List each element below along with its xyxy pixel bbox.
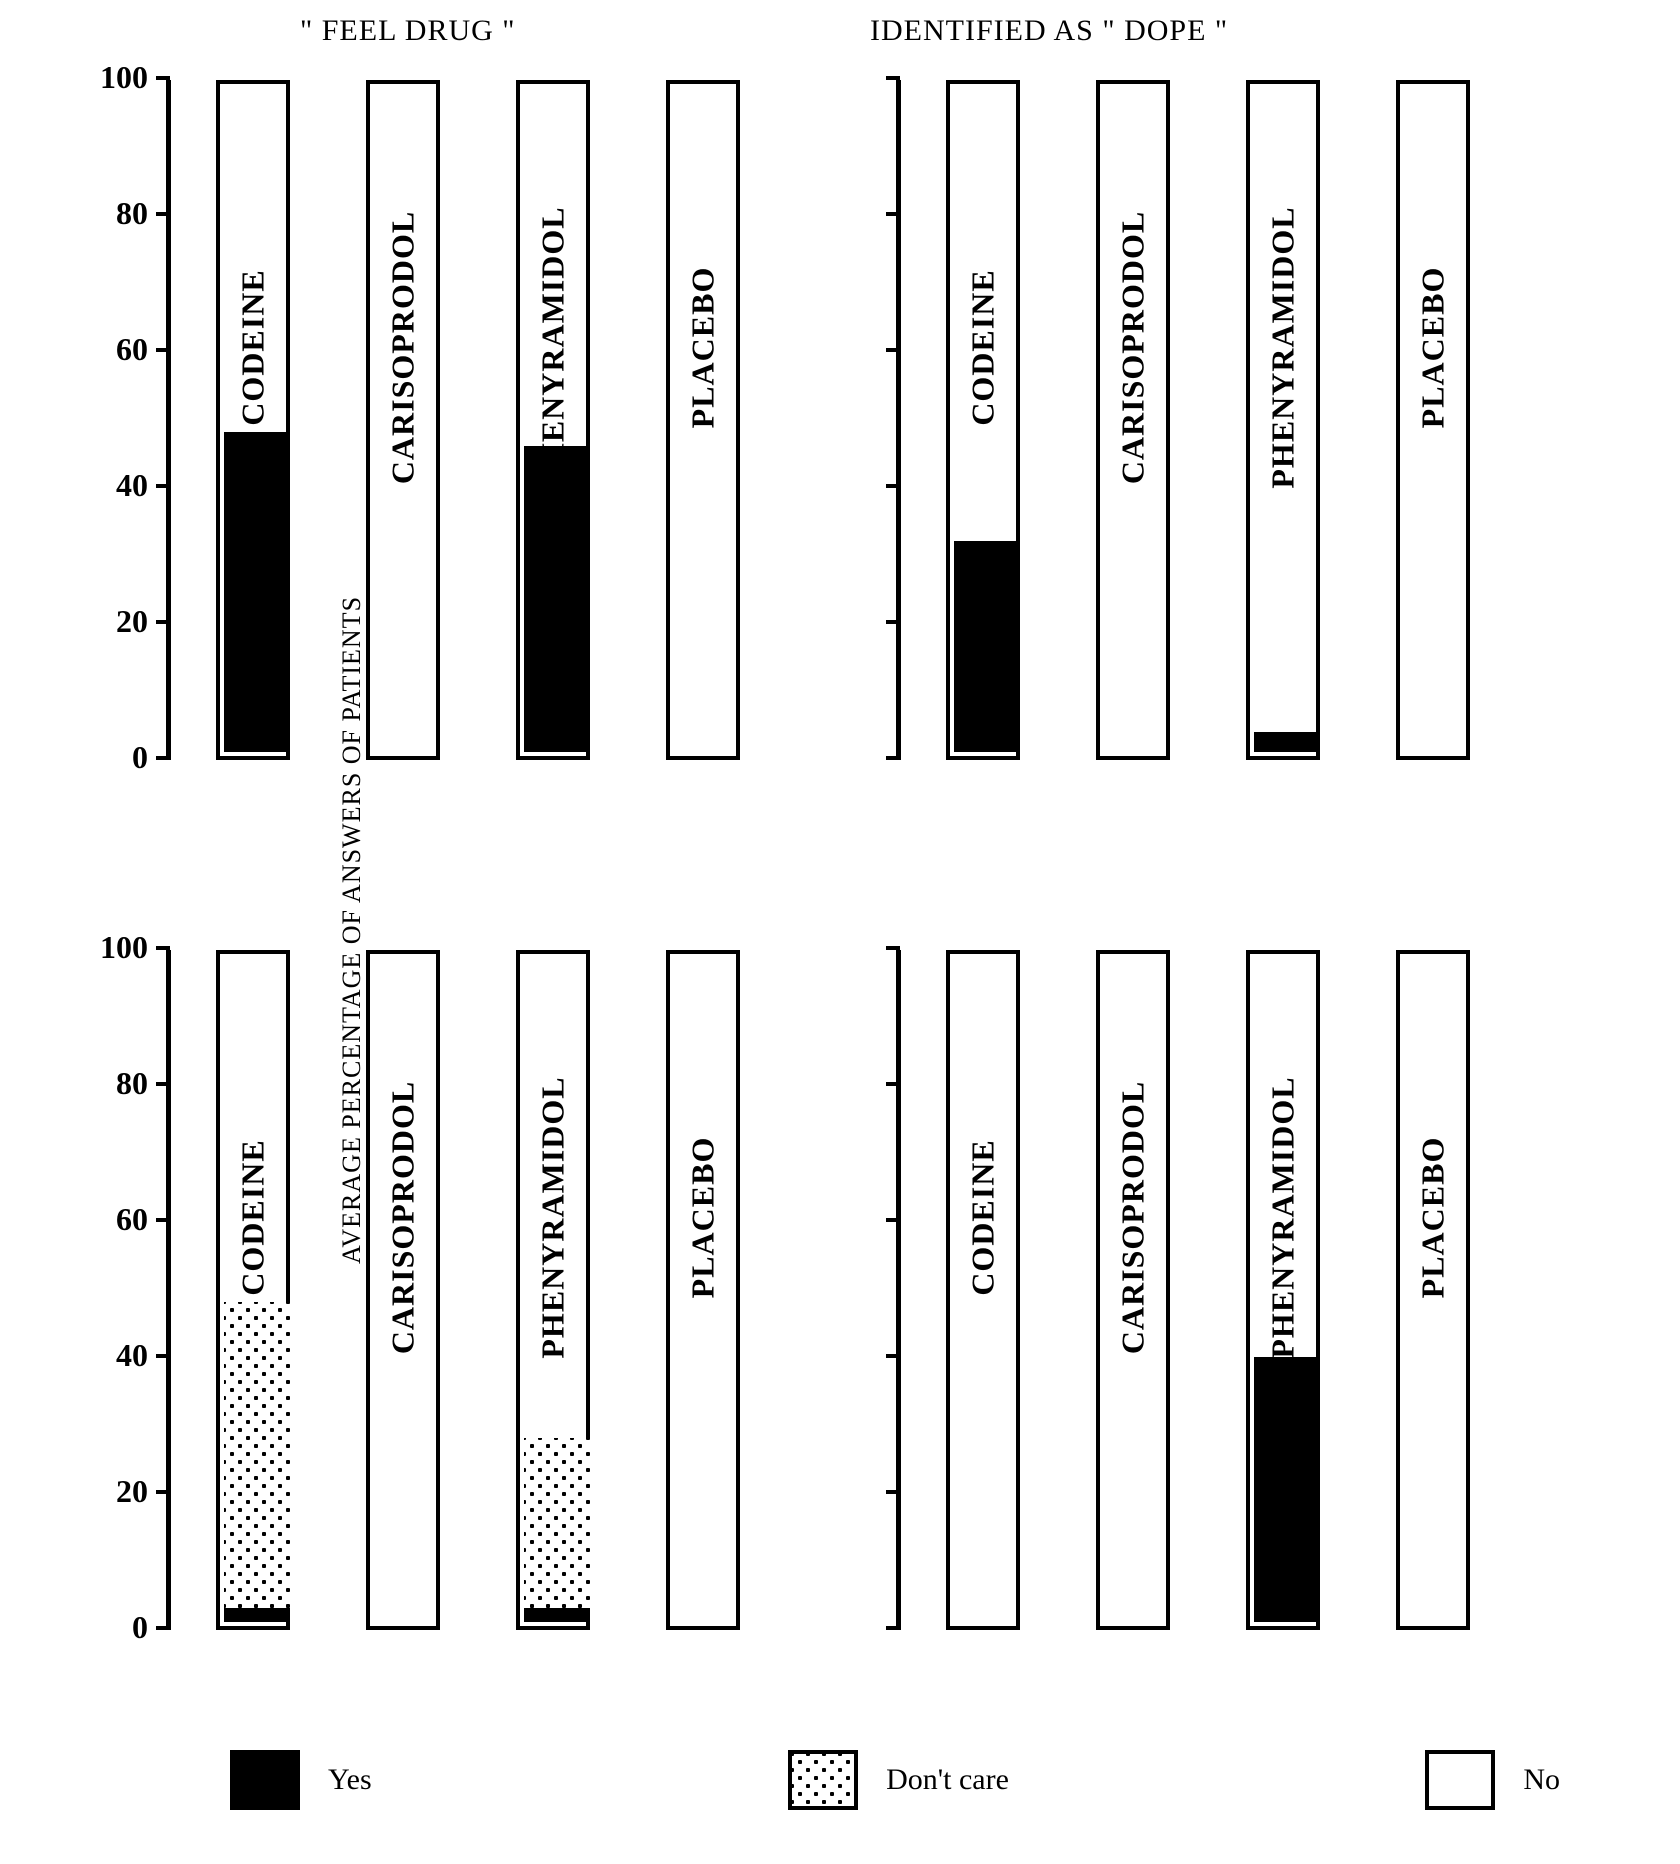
y-tick-label: 80 [88, 1065, 148, 1102]
bar-placebo: PLACEBO [1396, 80, 1470, 760]
y-tick [886, 1082, 900, 1086]
y-tick [156, 348, 170, 352]
y-axis-line [896, 80, 901, 760]
y-tick [886, 756, 900, 760]
swatch-yes [230, 1750, 300, 1810]
segment-yes [224, 1608, 290, 1622]
panel-bottom-left: 020406080100CODEINECARISOPRODOLPHENYRAMI… [140, 930, 774, 1630]
y-tick [886, 212, 900, 216]
chart-page: AVERAGE PERCENTAGE OF ANSWERS OF PATIENT… [0, 0, 1680, 1864]
y-axis-line [166, 950, 171, 1630]
y-axis-line [166, 80, 171, 760]
swatch-no [1425, 1750, 1495, 1810]
y-tick-label: 20 [88, 603, 148, 640]
y-tick [886, 1218, 900, 1222]
bar-category-label: PLACEBO [1415, 266, 1452, 428]
bar-category-label: PHENYRAMIDOL [1265, 206, 1302, 488]
bar-placebo: PLACEBO [1396, 950, 1470, 1630]
bar-category-label: CARISOPRODOL [1115, 210, 1152, 483]
y-tick [156, 756, 170, 760]
panel-top-right: CODEINE CARISOPRODOL PHENYRAMIDOL PLACEBO [870, 60, 1504, 760]
y-tick [886, 1354, 900, 1358]
bar-category-label: PHENYRAMIDOL [535, 206, 572, 488]
y-tick [156, 1354, 170, 1358]
bar-carisoprodol: CARISOPRODOL [1096, 80, 1170, 760]
bar-codeine: CODEINE [946, 80, 1020, 760]
bar-category-label: CARISOPRODOL [385, 1080, 422, 1353]
y-tick [156, 1218, 170, 1222]
legend-item-dont-care: Don't care [788, 1750, 1009, 1810]
bar-category-label: CODEINE [235, 269, 272, 425]
bar-category-label: CODEINE [235, 1139, 272, 1295]
y-tick [886, 1490, 900, 1494]
bar-category-label: CARISOPRODOL [385, 210, 422, 483]
y-tick-label: 40 [88, 467, 148, 504]
panel-top-left: 020406080100CODEINECARISOPRODOLPHENYRAMI… [140, 60, 774, 760]
segment-dont-care [224, 1302, 290, 1608]
segment-yes [1254, 1357, 1320, 1622]
bar-carisoprodol: CARISOPRODOL [1096, 950, 1170, 1630]
y-tick [156, 1082, 170, 1086]
bar-carisoprodol: CARISOPRODOL [366, 80, 440, 760]
y-tick-label: 80 [88, 195, 148, 232]
swatch-dont-care [788, 1750, 858, 1810]
bar-category-label: CODEINE [965, 1139, 1002, 1295]
bar-carisoprodol: CARISOPRODOL [366, 950, 440, 1630]
bar-category-label: PLACEBO [685, 266, 722, 428]
header-right: IDENTIFIED AS " DOPE " [870, 14, 1228, 48]
legend-label-yes: Yes [328, 1763, 372, 1797]
y-tick [156, 946, 170, 950]
y-tick [156, 1626, 170, 1630]
bar-phenyramidol: PHENYRAMIDOL [1246, 80, 1320, 760]
segment-yes [224, 432, 290, 752]
bar-placebo: PLACEBO [666, 80, 740, 760]
y-tick [886, 484, 900, 488]
legend: Yes Don't care No [190, 1740, 1640, 1820]
legend-item-yes: Yes [230, 1750, 372, 1810]
y-tick [156, 1490, 170, 1494]
bar-placebo: PLACEBO [666, 950, 740, 1630]
segment-yes [954, 541, 1020, 752]
y-tick-label: 20 [88, 1473, 148, 1510]
segment-yes [1254, 732, 1320, 752]
bar-category-label: CODEINE [965, 269, 1002, 425]
bar-codeine: CODEINE [216, 80, 290, 760]
y-tick [156, 76, 170, 80]
segment-yes [524, 1608, 590, 1622]
y-tick [156, 212, 170, 216]
panel-bottom-right: CODEINE CARISOPRODOL PHENYRAMIDOL PLACEBO [870, 930, 1504, 1630]
y-tick-label: 100 [88, 59, 148, 96]
y-tick [886, 76, 900, 80]
bar-codeine: CODEINE [216, 950, 290, 1630]
bar-codeine: CODEINE [946, 950, 1020, 1630]
y-tick [156, 484, 170, 488]
y-tick-label: 100 [88, 929, 148, 966]
header-left: " FEEL DRUG " [300, 14, 516, 48]
bar-phenyramidol: PHENYRAMIDOL [516, 80, 590, 760]
legend-item-no: No [1425, 1750, 1560, 1810]
bar-category-label: PHENYRAMIDOL [535, 1076, 572, 1358]
legend-label-dont-care: Don't care [886, 1763, 1009, 1797]
y-tick-label: 0 [88, 1609, 148, 1646]
segment-yes [524, 446, 590, 752]
y-tick-label: 60 [88, 331, 148, 368]
y-axis-line [896, 950, 901, 1630]
bar-category-label: PLACEBO [685, 1136, 722, 1298]
bar-category-label: PLACEBO [1415, 1136, 1452, 1298]
bar-category-label: PHENYRAMIDOL [1265, 1076, 1302, 1358]
bar-phenyramidol: PHENYRAMIDOL [1246, 950, 1320, 1630]
bar-category-label: CARISOPRODOL [1115, 1080, 1152, 1353]
y-tick [886, 1626, 900, 1630]
bar-phenyramidol: PHENYRAMIDOL [516, 950, 590, 1630]
y-tick [886, 946, 900, 950]
legend-label-no: No [1523, 1763, 1560, 1797]
y-tick-label: 60 [88, 1201, 148, 1238]
y-tick-label: 0 [88, 739, 148, 776]
y-tick [886, 348, 900, 352]
y-tick [886, 620, 900, 624]
y-tick-label: 40 [88, 1337, 148, 1374]
y-tick [156, 620, 170, 624]
segment-dont-care [524, 1438, 590, 1608]
